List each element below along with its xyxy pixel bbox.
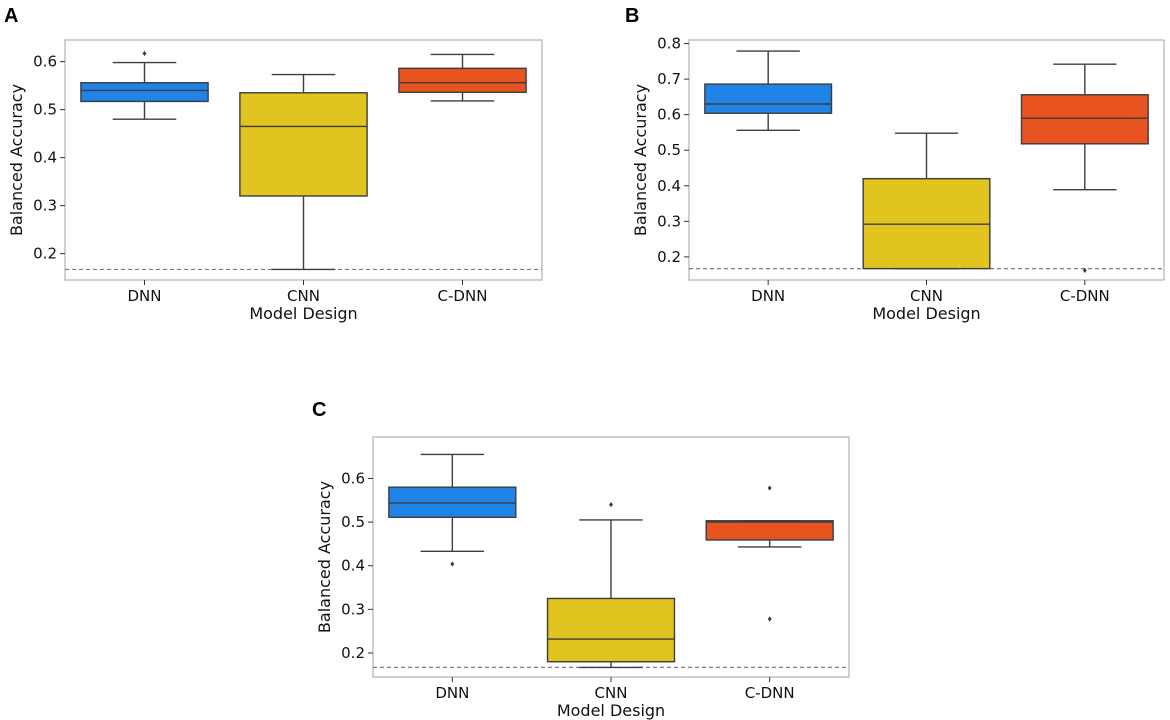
outlier-point [609, 502, 613, 508]
box-c-dnn [1020, 63, 1149, 273]
outlier-point [450, 561, 455, 567]
outlier-point [142, 50, 147, 57]
y-axis-label: Balanced Accuracy [315, 481, 334, 633]
panel-letter-a: A [4, 5, 18, 27]
box-body [398, 67, 527, 94]
x-tick-label: DNN [751, 287, 785, 305]
y-tick-label: 0.8 [657, 35, 681, 53]
y-tick-label: 0.2 [657, 248, 681, 266]
outlier-point [767, 616, 772, 622]
y-tick-label: 0.4 [657, 177, 681, 195]
box-body [1020, 94, 1149, 145]
x-tick-label: DNN [128, 287, 162, 305]
panel-letter-b: B [625, 5, 639, 27]
y-tick-label: 0.5 [33, 101, 57, 119]
x-axis-label: Model Design [557, 701, 665, 720]
y-tick-label: 0.6 [657, 106, 681, 124]
x-tick-label: DNN [435, 684, 469, 702]
y-tick-label: 0.3 [33, 197, 57, 215]
y-tick-label: 0.3 [657, 212, 681, 230]
box-body [80, 82, 209, 103]
outlier-point [767, 485, 772, 491]
panel-a: A 0.2 0.3 0.4 0.5 0.6 DNN CNN C-DNN Model Design… [4, 5, 543, 323]
panel-c: C 0.2 0.3 0.4 0.5 0.6 DNN CNN C-DNN Model Design… [312, 399, 850, 720]
panel-b: B 0.2 0.3 0.4 0.5 0.6 0.7 0.8 DNN CNN C-DNN Model … [625, 5, 1165, 323]
y-tick-label: 0.6 [341, 469, 365, 487]
x-tick-label: CNN [910, 287, 943, 305]
y-tick-label: 0.2 [33, 245, 57, 263]
x-axis-label: Model Design [249, 304, 357, 323]
box-body [704, 83, 833, 114]
box-body [239, 92, 368, 197]
box-cnn [862, 132, 991, 270]
x-axis-label: Model Design [872, 304, 980, 323]
box-cnn [546, 502, 676, 669]
box-c-dnn [398, 53, 527, 102]
box-dnn [388, 453, 517, 567]
y-tick-label: 0.4 [341, 557, 365, 575]
box-cnn [239, 73, 368, 271]
y-tick-label: 0.6 [33, 53, 57, 71]
y-tick-label: 0.7 [657, 70, 681, 88]
x-tick-label: CNN [595, 684, 628, 702]
y-tick-label: 0.2 [341, 644, 365, 662]
y-tick-label: 0.5 [657, 141, 681, 159]
box-body [705, 520, 834, 541]
panel-letter-c: C [312, 399, 326, 421]
y-tick-label: 0.5 [341, 513, 365, 531]
x-tick-label: C-DNN [745, 684, 795, 702]
x-tick-label: C-DNN [438, 287, 488, 305]
box-dnn [704, 50, 833, 132]
x-tick-label: C-DNN [1060, 287, 1110, 305]
box-c-dnn [705, 485, 834, 622]
x-tick-label: CNN [287, 287, 320, 305]
y-tick-label: 0.4 [33, 149, 57, 167]
box-dnn [80, 50, 209, 120]
y-axis-label: Balanced Accuracy [7, 84, 26, 236]
y-tick-label: 0.3 [341, 600, 365, 618]
y-axis-label: Balanced Accuracy [631, 84, 650, 236]
box-body [546, 597, 676, 663]
outlier-point [1082, 267, 1087, 273]
